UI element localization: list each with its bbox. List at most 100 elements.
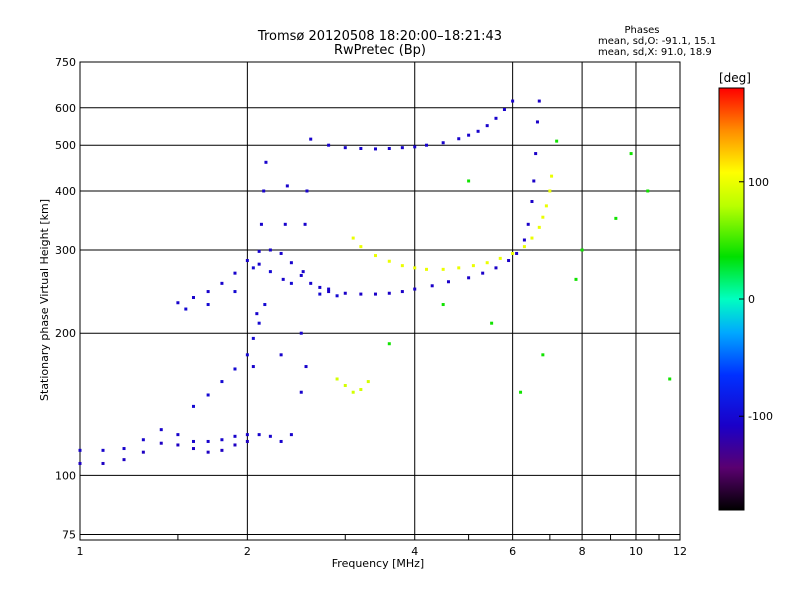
data-point bbox=[471, 264, 475, 268]
data-point bbox=[279, 353, 283, 357]
data-point bbox=[245, 439, 249, 443]
data-point bbox=[305, 189, 309, 193]
data-point bbox=[494, 116, 498, 120]
trace bbox=[78, 365, 308, 452]
data-point bbox=[206, 303, 210, 307]
data-point bbox=[430, 284, 434, 288]
data-point bbox=[541, 353, 545, 357]
data-point bbox=[548, 189, 552, 193]
data-point bbox=[555, 139, 559, 143]
data-point bbox=[343, 384, 347, 388]
data-point bbox=[351, 390, 355, 394]
data-point bbox=[233, 367, 237, 371]
data-point bbox=[251, 266, 255, 270]
data-point bbox=[303, 222, 307, 226]
data-point bbox=[251, 336, 255, 340]
x-tick-label: 10 bbox=[629, 545, 643, 558]
data-point bbox=[351, 236, 355, 240]
y-tick-label: 300 bbox=[55, 244, 76, 257]
data-point bbox=[318, 285, 322, 289]
data-point bbox=[535, 120, 539, 124]
data-point bbox=[289, 261, 293, 265]
data-point bbox=[318, 292, 322, 296]
data-point bbox=[304, 365, 308, 369]
data-point bbox=[299, 390, 303, 394]
plot-frame bbox=[79, 61, 681, 541]
data-point bbox=[159, 428, 163, 432]
data-point bbox=[262, 189, 266, 193]
data-point bbox=[309, 137, 313, 141]
data-point bbox=[257, 321, 261, 325]
data-point bbox=[457, 137, 461, 141]
data-point bbox=[206, 393, 210, 397]
data-point bbox=[176, 443, 180, 447]
data-point bbox=[206, 290, 210, 294]
data-point bbox=[78, 448, 82, 452]
data-point bbox=[580, 248, 584, 252]
trace bbox=[251, 160, 309, 369]
data-point bbox=[184, 307, 188, 311]
data-point bbox=[245, 259, 249, 263]
colorbar-tick-label: 100 bbox=[748, 176, 769, 189]
data-point bbox=[233, 443, 237, 447]
data-point bbox=[309, 281, 313, 285]
trace bbox=[335, 377, 370, 394]
y-tick-label: 400 bbox=[55, 185, 76, 198]
data-point bbox=[268, 248, 272, 252]
data-point bbox=[335, 294, 339, 298]
data-point bbox=[245, 433, 249, 437]
data-point bbox=[279, 439, 283, 443]
data-point bbox=[387, 291, 391, 295]
data-point bbox=[233, 434, 237, 438]
trace bbox=[184, 266, 339, 311]
data-point bbox=[78, 461, 82, 465]
data-point bbox=[220, 438, 224, 442]
y-tick-label: 200 bbox=[55, 327, 76, 340]
data-point bbox=[289, 433, 293, 437]
x-tick-label: 4 bbox=[411, 545, 418, 558]
data-point bbox=[257, 433, 261, 437]
data-point bbox=[467, 276, 471, 280]
data-point bbox=[366, 380, 370, 384]
data-point bbox=[400, 264, 404, 268]
data-point bbox=[220, 448, 224, 452]
data-point bbox=[233, 290, 237, 294]
data-point bbox=[400, 146, 404, 150]
data-point bbox=[614, 216, 618, 220]
data-point bbox=[343, 291, 347, 295]
y-tick-label: 100 bbox=[55, 469, 76, 482]
data-point bbox=[159, 441, 163, 445]
data-point bbox=[191, 404, 195, 408]
data-point bbox=[191, 439, 195, 443]
data-point bbox=[359, 245, 363, 249]
data-point bbox=[534, 152, 538, 156]
y-tick-label: 600 bbox=[55, 102, 76, 115]
data-point bbox=[257, 262, 261, 266]
data-point bbox=[507, 259, 511, 263]
data-point bbox=[441, 141, 445, 145]
x-tick-label: 12 bbox=[673, 545, 687, 558]
data-point bbox=[299, 273, 303, 277]
data-point bbox=[359, 388, 363, 392]
data-point bbox=[245, 353, 249, 357]
data-point bbox=[574, 277, 578, 281]
phases-mean-x: mean, sd,X: 91.0, 18.9 bbox=[598, 47, 712, 58]
trace bbox=[327, 99, 541, 296]
data-point bbox=[259, 222, 263, 226]
data-point bbox=[413, 145, 417, 149]
data-point bbox=[191, 447, 195, 451]
data-point bbox=[233, 271, 237, 275]
colorbar-label: [deg] bbox=[719, 71, 751, 85]
data-point bbox=[646, 189, 650, 193]
trace bbox=[351, 174, 554, 271]
data-point bbox=[476, 129, 480, 133]
data-point bbox=[176, 301, 180, 305]
x-tick-label: 2 bbox=[244, 545, 251, 558]
data-point bbox=[220, 281, 224, 285]
data-point bbox=[441, 303, 445, 307]
data-point bbox=[400, 290, 404, 294]
phases-mean-o: mean, sd,O: -91.1, 15.1 bbox=[598, 36, 716, 47]
data-point bbox=[268, 270, 272, 274]
data-point bbox=[335, 377, 339, 381]
